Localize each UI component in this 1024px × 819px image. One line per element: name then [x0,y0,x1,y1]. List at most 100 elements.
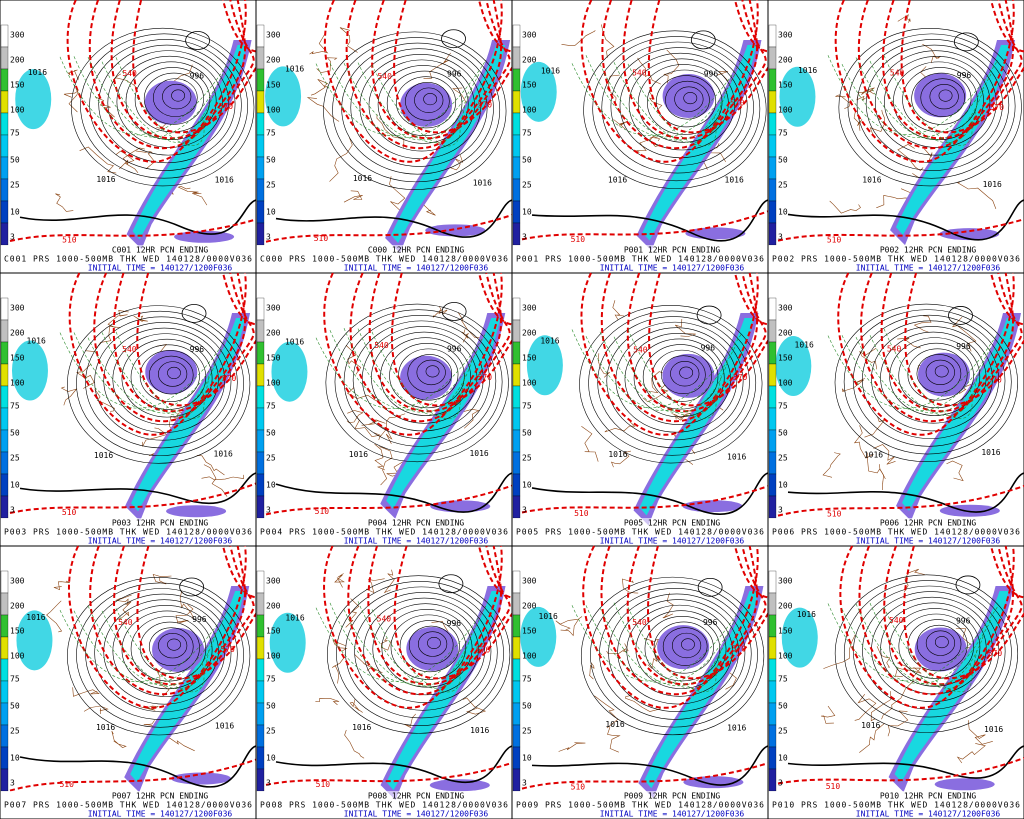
precip-gulf [166,505,227,518]
green-contour [571,605,743,682]
precip-west [271,341,308,402]
isobar [925,630,956,656]
colorbar-segment [512,363,521,387]
thickness-line [367,545,511,686]
border-line [203,464,228,497]
colorbar-segment [0,297,9,321]
caption-init: INITIAL TIME = 140127/1200F036 [856,264,1001,273]
isobar [880,331,987,424]
colorbar-label: 100 [10,106,25,115]
colorbar-segment [768,636,777,660]
upper-low [181,304,207,323]
isobar [606,321,744,441]
isobar [683,92,698,105]
colorbar-segment [256,24,265,48]
colorbar-segment [768,156,777,180]
thickness-line [834,0,1015,163]
precip-gulf [683,776,744,789]
colorbar-label: 100 [522,379,537,388]
precip-west [16,610,53,671]
colorbar-label: 200 [266,602,281,611]
thickness-line [9,482,257,514]
colorbar-label: 10 [10,754,20,763]
green-contour [115,608,205,692]
contour-label: 1016 [539,612,558,621]
contour-label: 570 [987,376,1002,385]
colorbar-label: 10 [266,208,276,217]
colorbar-label: 25 [522,727,532,736]
colorbar-label: 100 [522,652,537,661]
isobar [644,616,721,682]
border-line [354,654,383,674]
green-contour [343,63,473,141]
contour-label: 996 [703,618,718,627]
colorbar-label: 75 [266,129,276,138]
isobar [94,322,232,441]
isobar [167,366,181,379]
colorbar-label: 300 [266,304,281,313]
border-line [461,329,470,343]
colorbar-label: 25 [522,181,532,190]
colorbar-segment [512,658,521,682]
colorbar-segment [256,473,265,497]
green-contour [357,601,466,689]
isobar [916,354,962,393]
border-line [612,300,625,320]
isobar [112,604,219,697]
contour-label: 540 [122,345,137,354]
caption-mid: P007 PRS 1000-500MB THK WED 140128/0000V… [4,801,252,810]
border-line [175,604,194,624]
contour-label: 540 [887,345,902,354]
green-contour [599,64,729,141]
green-contour [627,329,717,419]
thickness-line [368,272,511,413]
precip-west [15,69,52,130]
colorbar-segment [768,90,777,114]
panel-background [511,0,769,274]
contour-label: 510 [571,782,586,791]
isobar [898,613,974,679]
border-line [637,57,661,85]
border-line [366,578,385,594]
colorbar-label: 50 [778,156,788,165]
precip-west [269,612,306,673]
isobar [427,636,441,649]
border-line [859,723,885,753]
border-line [956,743,986,764]
border-line [447,155,464,171]
caption-bg [1,791,255,818]
contour-label: 1016 [608,450,627,459]
thickness-line [112,272,255,413]
border-line [422,201,436,216]
caption-init: INITIAL TIME = 140127/1200F036 [856,537,1001,546]
isobar [610,47,748,166]
green-contour [59,605,231,682]
isobar [834,574,1019,733]
colorbar-label: 100 [266,652,281,661]
colorbar-segment [768,200,777,224]
green-contour [883,55,973,146]
colorbar-segment [256,319,265,343]
colorbar-segment [0,134,9,158]
isobar [889,337,981,416]
colorbar-segment [768,363,777,387]
colorbar-label: 300 [778,304,793,313]
green-contour [87,337,217,414]
map-panel: 300 200 150 100 75 50 25 10 3 1016 996 1016 1016 570 5… [767,0,1024,274]
green-contour [115,331,205,419]
colorbar-segment [0,614,9,638]
border-line [622,578,639,594]
border-line [316,57,338,73]
caption-bg [257,245,511,272]
colorbar-label: 50 [522,702,532,711]
colorbar-segment [768,319,777,343]
isobar [580,576,765,736]
caption-init: INITIAL TIME = 140127/1200F036 [344,810,489,819]
colorbar-segment [512,570,521,594]
thickness-line [858,545,1014,696]
colorbar-segment [256,636,265,660]
contour-label: 1016 [285,64,304,73]
colorbar-segment [768,614,777,638]
caption-mid: P001 PRS 1000-500MB THK WED 140128/0000V… [516,255,764,264]
